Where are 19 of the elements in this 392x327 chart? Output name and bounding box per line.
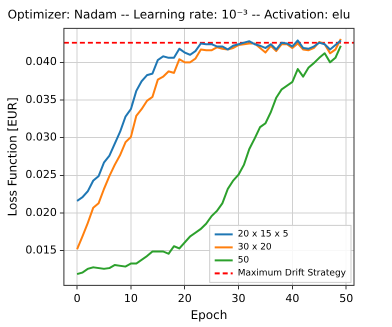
legend-label: 50 xyxy=(238,256,250,266)
y-tick-label: 0.035 xyxy=(25,92,57,106)
y-tick-label: 0.015 xyxy=(25,244,57,257)
x-tick-label: 30 xyxy=(232,292,246,305)
x-tick-label: 10 xyxy=(124,292,138,305)
x-tick-label: 0 xyxy=(74,292,81,305)
y-axis-title: Loss Function [EUR] xyxy=(5,97,20,216)
x-tick-label: 40 xyxy=(285,292,300,305)
x-tick-label: 50 xyxy=(339,292,354,305)
y-tick-label: 0.020 xyxy=(25,206,57,219)
y-tick-label: 0.030 xyxy=(25,130,57,144)
x-tick-label: 20 xyxy=(178,292,192,305)
x-axis-title: Epoch xyxy=(190,308,228,322)
chart-title: Optimizer: Nadam -- Learning rate: 10⁻³ -- Activation: elu xyxy=(8,7,350,22)
y-tick-label: 0.025 xyxy=(25,168,57,182)
y-tick-label: 0.040 xyxy=(25,55,57,68)
legend-label: 30 x 20 xyxy=(238,242,272,253)
legend-label: Maximum Drift Strategy xyxy=(238,268,347,279)
legend-label: 20 x 15 x 5 xyxy=(238,230,288,240)
